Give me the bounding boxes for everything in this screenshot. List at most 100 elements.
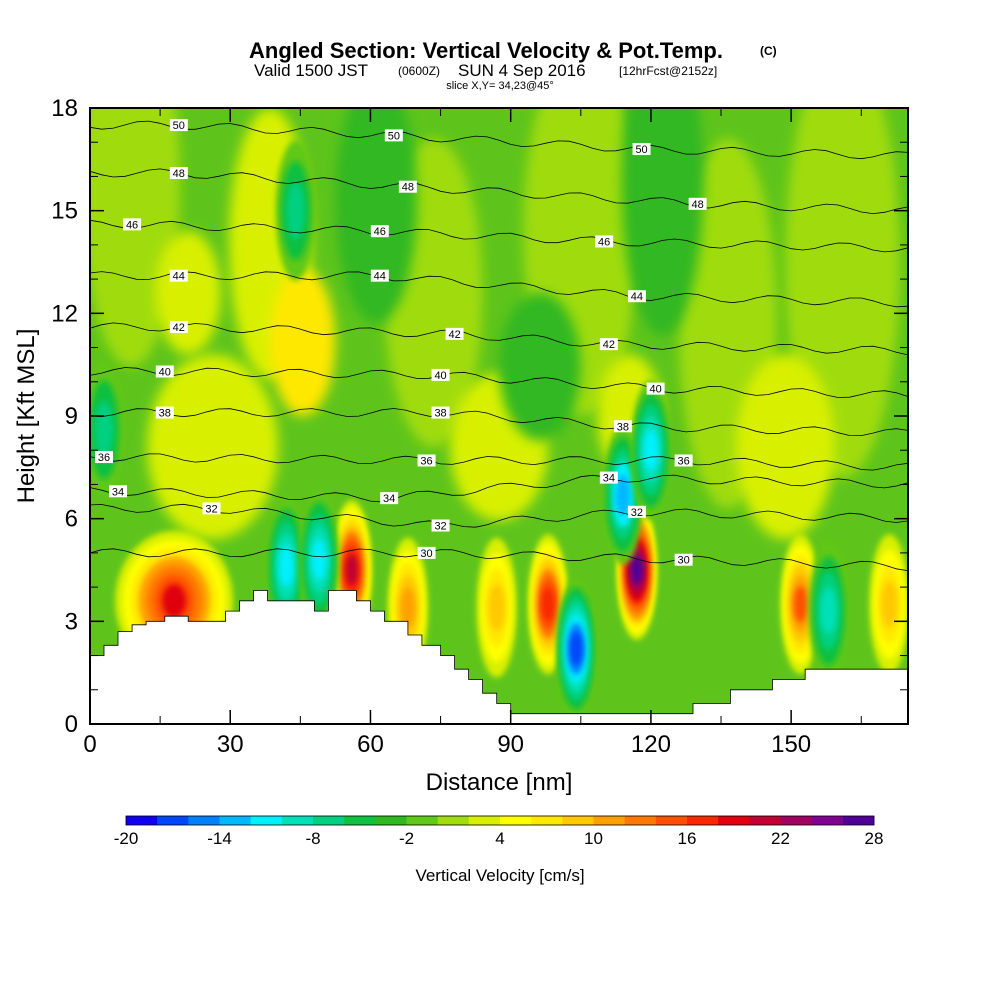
contour-label-0: 50 <box>169 119 188 132</box>
downdraft-core-2 <box>556 578 597 719</box>
colorbar-swatch-20 <box>749 816 781 825</box>
colorbar-swatch-14 <box>562 816 594 825</box>
contour-label-text: 42 <box>603 339 615 351</box>
y-tick-label: 15 <box>51 198 78 225</box>
contour-label-text: 46 <box>126 219 138 231</box>
colorbar-swatch-19 <box>718 816 750 825</box>
colorbar-swatch-22 <box>811 816 844 825</box>
contour-label-6: 46 <box>123 218 142 231</box>
bg-band-12 <box>155 231 221 355</box>
contour-label-3: 48 <box>169 167 188 180</box>
colorbar-swatch-1 <box>157 816 189 825</box>
updraft-core-6-level-5 <box>793 585 808 623</box>
pot-temp-labels: 50 50 50 48 48 48 46 46 46 44 44 44 42 42 42 40 40 40 38 38… <box>95 119 707 567</box>
colorbar-swatch-4 <box>250 816 283 825</box>
contour-line-46 <box>90 219 908 253</box>
colorbar-swatch-13 <box>531 816 563 825</box>
updraft-core-0-level-6 <box>162 583 186 618</box>
bg-band-13 <box>499 292 581 441</box>
colorbar-swatch-0 <box>126 816 158 825</box>
y-tick-label: 18 <box>51 95 78 122</box>
contour-label-29: 32 <box>627 505 646 519</box>
bg-band-7 <box>335 108 418 324</box>
downdraft-core-0-level-4 <box>279 546 294 587</box>
contour-label-text: 36 <box>420 455 432 467</box>
colorbar-tick-label: 22 <box>771 829 790 848</box>
contour-line-48 <box>90 168 908 215</box>
colorbar-ticks: -20 -14 -8 -2 4 10 16 22 28 <box>114 829 884 848</box>
subtitle-date: SUN 4 Sep 2016 <box>458 61 586 80</box>
updraft-core-2-level-4 <box>400 587 416 629</box>
contour-label-23: 36 <box>674 454 693 467</box>
y-tick-label: 6 <box>65 506 78 533</box>
slice-label: slice X,Y= 34,23@45° <box>446 80 554 92</box>
contour-label-text: 34 <box>383 493 395 505</box>
contour-label-text: 32 <box>205 503 217 515</box>
colorbar-tick-label: -20 <box>114 829 139 848</box>
colorbar <box>125 815 875 826</box>
contour-label-text: 50 <box>635 144 647 156</box>
colorbar-swatch-5 <box>281 816 314 825</box>
y-tick-label: 12 <box>51 300 78 327</box>
downdraft-core-1-level-4 <box>311 539 327 581</box>
downdraft-core-7 <box>275 140 316 281</box>
contour-label-18: 38 <box>155 406 174 420</box>
contour-label-11: 44 <box>627 290 646 303</box>
colorbar-swatch-7 <box>344 816 376 825</box>
updraft-core-1-level-7 <box>345 554 358 586</box>
contour-label-28: 32 <box>431 519 450 533</box>
y-axis-label: Height [Kft MSL] <box>13 329 40 504</box>
x-axis: 0 30 60 90 120 150 <box>83 108 862 758</box>
contour-label-text: 44 <box>374 271 386 283</box>
contour-label-text: 46 <box>374 226 386 238</box>
downdraft-core-4-level-4 <box>643 429 659 471</box>
contour-line-44 <box>90 271 908 308</box>
colorbar-tick-label: 4 <box>495 829 504 848</box>
updraft-core-7 <box>869 534 908 675</box>
colorbar-tick-label: 16 <box>678 829 697 848</box>
contour-label-text: 38 <box>159 408 171 420</box>
contour-label-4: 48 <box>398 180 417 194</box>
contour-label-16: 40 <box>431 368 450 382</box>
bg-band-9 <box>147 354 279 540</box>
contour-label-text: 40 <box>159 367 171 379</box>
contour-line-42 <box>90 322 908 356</box>
contour-label-text: 50 <box>388 130 400 142</box>
subtitle-forecast: [12hrFcst@2152z] <box>619 64 717 78</box>
contour-label-text: 34 <box>603 473 615 485</box>
colorbar-swatch-23 <box>842 816 875 825</box>
colorbar-swatch-11 <box>468 816 501 825</box>
contour-line-34 <box>90 474 908 503</box>
colorbar-swatch-8 <box>375 816 407 825</box>
downdraft-core-2-level-6 <box>569 631 583 666</box>
y-tick-label: 3 <box>65 608 78 635</box>
y-tick-label: 9 <box>65 403 78 430</box>
contour-label-10: 44 <box>370 269 389 283</box>
contour-label-12: 42 <box>169 321 188 334</box>
x-tick-label: 90 <box>497 731 524 758</box>
contour-label-17: 40 <box>646 382 665 396</box>
colorbar-tick-label: -8 <box>305 829 320 848</box>
x-tick-label: 150 <box>771 731 811 758</box>
subtitle-valid: Valid 1500 JST <box>254 61 368 80</box>
contour-label-text: 38 <box>434 408 446 420</box>
y-tick-label: 0 <box>65 711 78 738</box>
colorbar-swatch-3 <box>219 816 251 825</box>
colorbar-swatch-17 <box>655 816 688 825</box>
downdraft-core-3-level-4 <box>615 474 631 516</box>
pot-temp-contours <box>90 120 908 572</box>
contour-label-24: 34 <box>109 485 128 498</box>
x-tick-label: 0 <box>83 731 96 758</box>
contour-label-20: 38 <box>613 420 632 433</box>
colorbar-tick-label: -14 <box>207 829 232 848</box>
colorbar-swatch-15 <box>593 816 625 825</box>
contour-label-text: 44 <box>173 271 185 283</box>
contour-label-text: 32 <box>434 521 446 533</box>
subtitle-zulu: (0600Z) <box>398 64 440 78</box>
colorbar-swatch-12 <box>500 816 532 825</box>
contour-label-text: 44 <box>631 291 643 303</box>
contour-label-14: 42 <box>599 338 618 351</box>
x-tick-label: 60 <box>357 731 384 758</box>
